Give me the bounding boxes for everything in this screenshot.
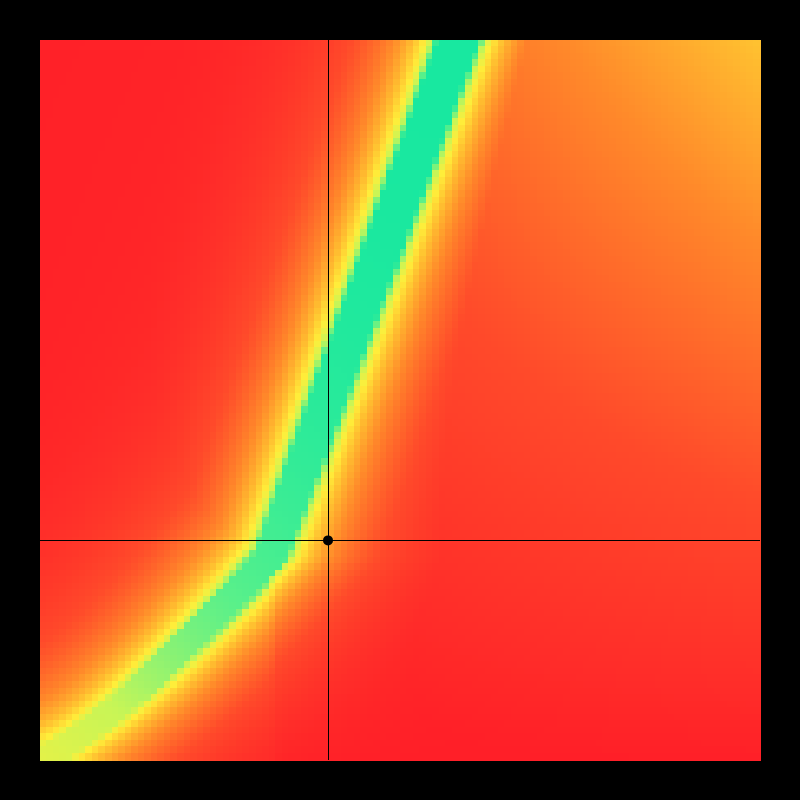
- bottleneck-heatmap-canvas: [0, 0, 800, 800]
- chart-container: TheBottleneck.com: [0, 0, 800, 800]
